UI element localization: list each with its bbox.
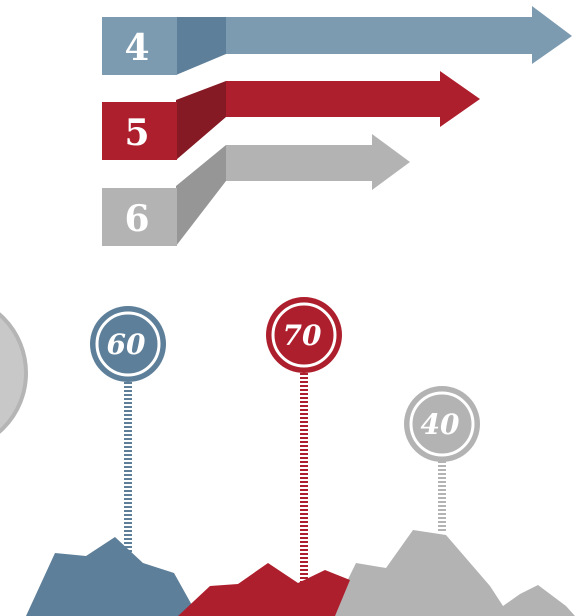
- arrow-6-tab: [102, 188, 177, 246]
- arrow-5-shaft: [226, 71, 480, 127]
- step-5-number: 5: [124, 112, 149, 154]
- arrow-4-tab: [102, 17, 177, 75]
- arrow-step-6: 6: [102, 134, 410, 246]
- mountain-gray: [330, 530, 575, 616]
- arrow-6-fold: [176, 145, 226, 246]
- pin-70: 70: [266, 297, 342, 582]
- arrow-6-shaft: [226, 134, 410, 190]
- pin-60: 60: [90, 306, 166, 553]
- arrow-step-5: 5: [102, 71, 480, 160]
- arrow-4-shaft: [226, 6, 572, 64]
- step-4-number: 4: [124, 27, 149, 69]
- arrow-5-fold: [176, 81, 226, 160]
- pin-40: 40: [404, 386, 480, 531]
- mountain-red: [178, 563, 350, 616]
- side-circle: [0, 312, 28, 434]
- pin-70-value: 70: [283, 319, 322, 352]
- step-6-number: 6: [124, 198, 149, 240]
- arrow-5-tab: [102, 102, 177, 160]
- mountain-blue: [26, 537, 198, 616]
- arrow-4-fold: [176, 17, 226, 75]
- pin-40-value: 40: [421, 408, 460, 441]
- arrow-step-4: 4: [102, 6, 572, 75]
- pin-60-value: 60: [107, 328, 146, 361]
